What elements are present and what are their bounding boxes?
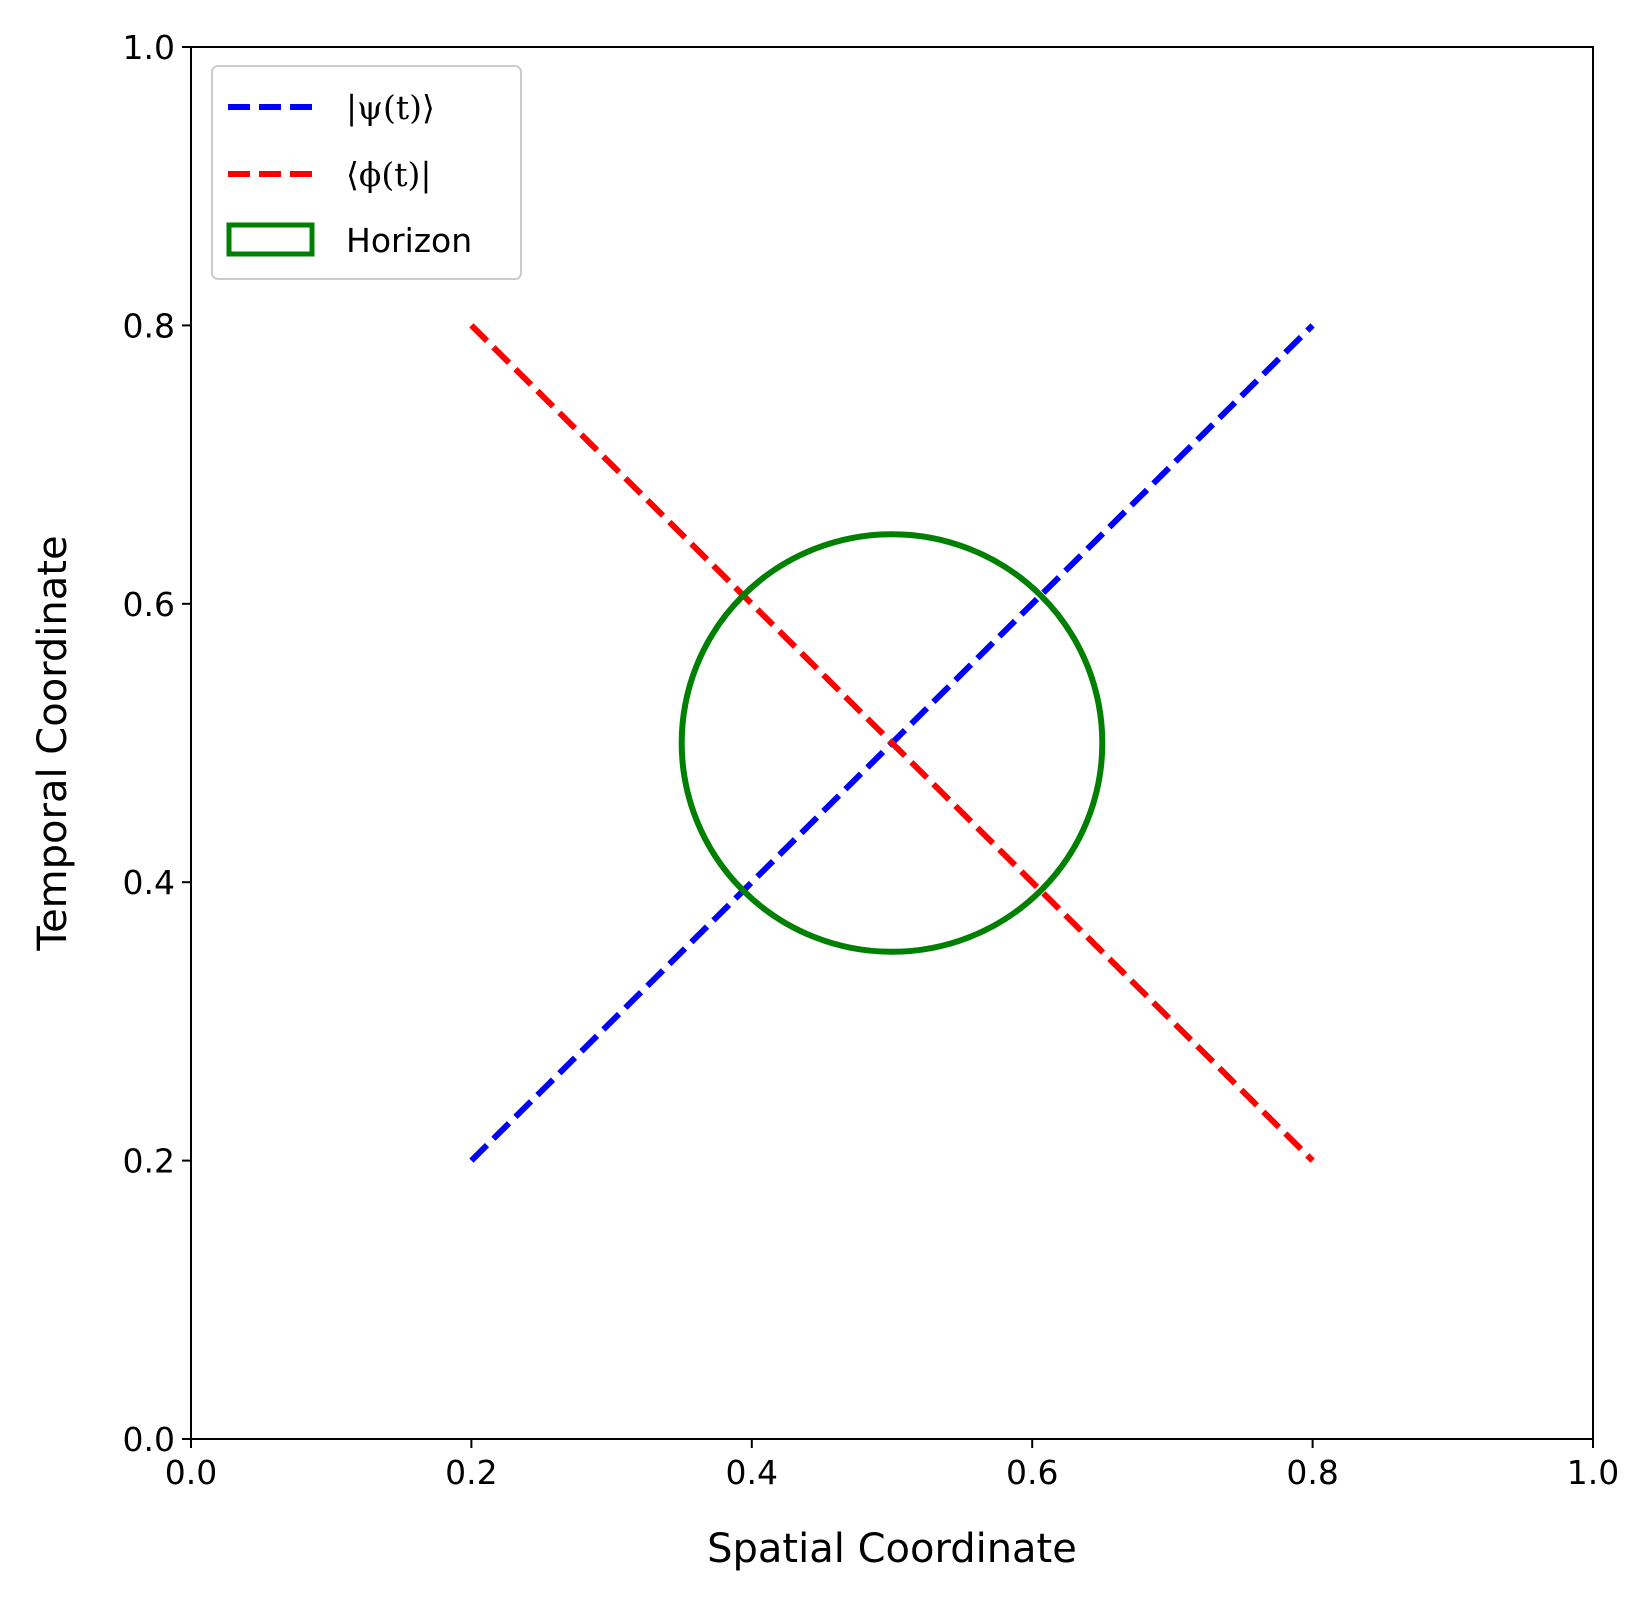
ticks: 0.0 0.2 0.4 0.6 0.8 1.0 0.0 0.2 0.4 0.6 0.8 1.0: [123, 28, 1620, 1492]
x-axis-title: Spatial Coordinate: [707, 1526, 1077, 1572]
plot-area: [469, 323, 1315, 1163]
y-tick-label: 0.6: [123, 585, 175, 624]
y-tick-label: 0.8: [123, 306, 175, 345]
y-tick-label: 0.0: [123, 1420, 175, 1459]
y-tick-label: 0.2: [123, 1142, 175, 1181]
legend-swatch-horizon: [226, 222, 315, 257]
x-tick-label: 1.0: [1567, 1453, 1619, 1492]
legend-label-horizon: Horizon: [346, 221, 472, 260]
legend: |ψ(t)⟩ ⟨ϕ(t)| Horizon: [211, 65, 522, 280]
legend-label-0: |ψ(t)⟩: [346, 88, 435, 127]
x-tick-label: 0.4: [726, 1453, 778, 1492]
x-tick-label: 0.8: [1286, 1453, 1338, 1492]
x-tick-label: 0.6: [1006, 1453, 1058, 1492]
x-tick-label: 0.0: [165, 1453, 217, 1492]
series-line-1: [469, 323, 1315, 1163]
legend-label-1: ⟨ϕ(t)|: [346, 155, 432, 194]
horizon-circle: [678, 531, 1106, 955]
axes-frame: [190, 46, 1594, 1440]
y-tick-label: 1.0: [123, 28, 175, 67]
x-tick-label: 0.2: [445, 1453, 497, 1492]
y-axis-title: Temporal Coordinate: [30, 535, 76, 951]
y-tick-label: 0.4: [123, 863, 175, 902]
